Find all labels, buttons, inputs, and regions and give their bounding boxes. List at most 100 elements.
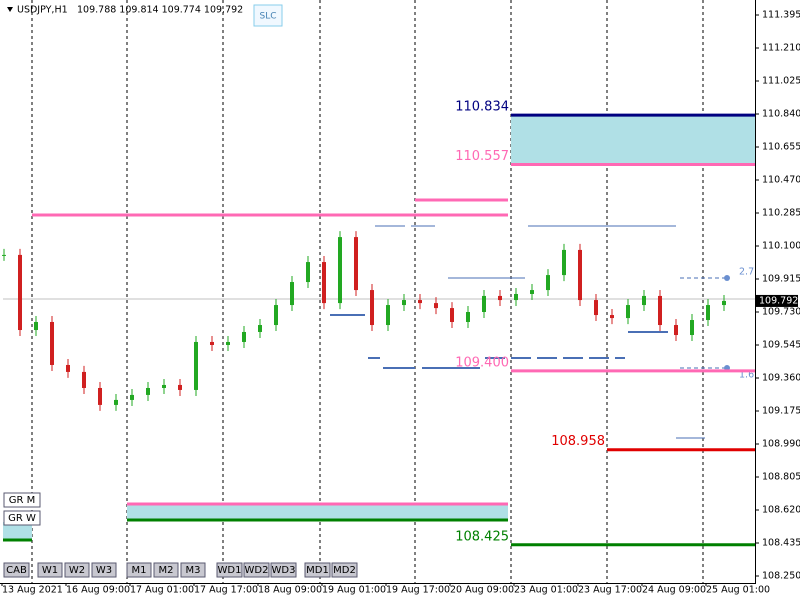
slc-button[interactable] [253, 4, 283, 27]
cab-button-label[interactable]: CAB [6, 565, 27, 576]
x-tick-label: 23 Aug 17:00 [578, 585, 642, 596]
candle-body [594, 300, 598, 316]
timeframe-button-label[interactable]: WD2 [245, 565, 269, 576]
timeframe-button[interactable] [126, 562, 152, 578]
y-tick-label: 108.250 [762, 571, 800, 582]
candle-body [642, 295, 646, 306]
y-tick-label: 109.175 [762, 406, 800, 417]
candle-body [706, 305, 710, 321]
y-tick-label: 108.620 [762, 505, 800, 516]
candle-body [178, 384, 182, 390]
timeframe-button[interactable] [304, 562, 331, 578]
candle-body [546, 275, 550, 291]
candle-body [242, 331, 246, 342]
x-tick-label: 19 Aug 01:00 [322, 585, 386, 596]
y-tick-label: 109.730 [762, 307, 800, 318]
timeframe-button[interactable] [331, 562, 358, 578]
x-tick-label: 17 Aug 01:00 [130, 585, 194, 596]
timeframe-button[interactable] [153, 562, 179, 578]
candle-body [66, 364, 70, 372]
zone [3, 522, 32, 540]
timeframe-button[interactable] [37, 562, 63, 578]
timeframe-button-label[interactable]: M2 [159, 565, 174, 576]
ratio-dot [724, 275, 730, 281]
candle-body [258, 325, 262, 332]
candle-body [338, 237, 342, 304]
level-label: 110.834 [455, 100, 509, 115]
timeframe-button-label[interactable]: W1 [42, 565, 58, 576]
y-tick-label: 108.805 [762, 472, 800, 483]
x-tick-label: 17 Aug 17:00 [194, 585, 258, 596]
y-tick-label: 108.990 [762, 439, 800, 450]
candle-body [322, 262, 326, 304]
candle-body [146, 387, 150, 395]
candle-body [274, 305, 278, 326]
candle-body [210, 341, 214, 345]
group-button-label[interactable]: GR W [8, 513, 36, 524]
group-button[interactable] [3, 492, 41, 508]
y-tick-label: 111.395 [762, 10, 800, 21]
candle-body [130, 394, 134, 400]
candle-body [34, 321, 38, 331]
timeframe-button-label[interactable]: W2 [69, 565, 85, 576]
y-tick-label: 109.915 [762, 274, 800, 285]
separators [31, 0, 704, 583]
timeframe-button-label[interactable]: WD3 [272, 565, 296, 576]
axes: 111.395 111.210 111.025 110.840 110.655 110.4… [1, 10, 800, 596]
candle-body [306, 262, 310, 283]
candle-body [82, 371, 86, 388]
timeframe-button-label[interactable]: WD1 [218, 565, 242, 576]
level-label: 108.958 [551, 434, 605, 449]
timeframe-button[interactable] [180, 562, 206, 578]
timeframe-button-label[interactable]: M1 [132, 565, 147, 576]
y-tick-label: 110.655 [762, 142, 800, 153]
cab-button[interactable] [3, 562, 30, 578]
candle-body [466, 312, 470, 322]
candle-body [18, 254, 22, 331]
y-tick-label: 109.545 [762, 340, 800, 351]
timeframe-button[interactable] [216, 562, 243, 578]
candles [2, 231, 726, 411]
slc-button-label[interactable]: SLC [259, 12, 276, 22]
timeframe-button-label[interactable]: MD2 [333, 565, 356, 576]
candle-body [658, 295, 662, 326]
x-tick-label: 18 Aug 09:00 [258, 585, 322, 596]
timeframe-button-label[interactable]: W3 [96, 565, 112, 576]
candle-body [562, 249, 566, 276]
current-price-box [756, 294, 798, 307]
group-button[interactable] [3, 510, 41, 526]
candle-body [114, 399, 118, 405]
timeframe-button-label[interactable]: M3 [186, 565, 201, 576]
candle-body [674, 325, 678, 336]
candle-body [2, 254, 6, 256]
x-tick-label: 23 Aug 01:00 [514, 585, 578, 596]
timeframe-button[interactable] [91, 562, 117, 578]
candle-body [578, 249, 582, 301]
candle-body [386, 305, 390, 326]
candle-body [226, 341, 230, 345]
symbol: USDJPY,H1 [17, 5, 68, 16]
y-tick-label: 110.470 [762, 175, 800, 186]
symbol-arrow [7, 7, 13, 12]
y-tick-label: 110.840 [762, 109, 800, 120]
x-tick-label: 24 Aug 09:00 [642, 585, 706, 596]
candle-body [402, 300, 406, 306]
timeframe-button[interactable] [270, 562, 297, 578]
y-tick-label: 110.285 [762, 208, 800, 219]
timeframe-button-label[interactable]: MD1 [306, 565, 329, 576]
y-tick-label: 111.025 [762, 76, 800, 87]
x-tick-label: 13 Aug 2021 [2, 585, 63, 596]
y-tick-label: 108.435 [762, 538, 800, 549]
candle-body [610, 315, 614, 319]
timeframe-button[interactable] [243, 562, 270, 578]
zone [127, 504, 508, 520]
x-tick-label: 19 Aug 17:00 [386, 585, 450, 596]
candle-body [626, 305, 630, 319]
timeframe-button[interactable] [64, 562, 90, 578]
x-tick-label: 25 Aug 01:00 [706, 585, 770, 596]
x-tick-label: 20 Aug 09:00 [450, 585, 514, 596]
y-tick-label: 111.210 [762, 43, 800, 54]
group-button-label[interactable]: GR M [9, 495, 36, 506]
